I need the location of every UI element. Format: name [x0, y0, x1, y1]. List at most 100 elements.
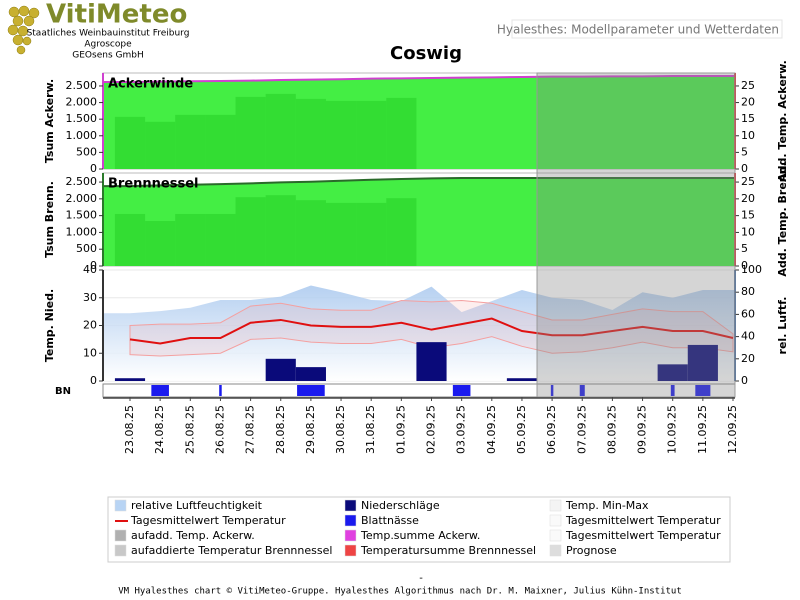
legend-swatch: [344, 514, 357, 527]
y2-axis-label: Add. Temp. Ackerw.: [776, 60, 789, 182]
bar: [325, 100, 357, 169]
bar: [145, 121, 176, 169]
leaf-wetness: [695, 385, 711, 396]
legend-label: aufadd. Temp. Ackerw.: [131, 529, 255, 542]
legend-swatch: [549, 499, 562, 512]
y2-tick-label: 25: [741, 175, 755, 188]
legend-swatch: [114, 529, 127, 542]
y2-tick-label: 10: [741, 225, 755, 238]
y2-tick-label: 0: [741, 162, 748, 175]
x-tick-label: 26.08.25: [213, 405, 226, 454]
bar: [235, 96, 266, 169]
bar: [416, 342, 447, 381]
legend-swatch: [114, 499, 127, 512]
bar: [295, 98, 326, 169]
legend-swatch: [344, 544, 357, 557]
bar: [205, 114, 236, 169]
bar: [356, 202, 387, 266]
panel-title: Ackerwinde: [108, 77, 193, 92]
y-tick-label: 30: [83, 291, 97, 304]
legend-label: aufaddierte Temperatur Brennnessel: [131, 544, 332, 557]
y-axis-label: Tsum Brenn.: [43, 181, 56, 258]
y-tick-label: 1.000: [66, 225, 98, 238]
y-tick-label: 2.000: [66, 96, 98, 109]
bar: [386, 97, 417, 169]
legend-label: Tagesmittelwert Temperatur: [565, 514, 721, 527]
chart-title: Coswig: [390, 43, 462, 64]
legend-label: Tagesmittelwert Temperatur: [565, 529, 721, 542]
x-tick-label: 02.09.25: [425, 405, 438, 454]
legend-swatch: [549, 544, 562, 557]
area-line: [103, 74, 735, 83]
legend-label: Temp. Min-Max: [565, 499, 649, 512]
bar: [657, 364, 688, 381]
prognosis-shade: [536, 72, 736, 398]
bar: [114, 378, 146, 381]
leaf-wetness: [670, 385, 675, 396]
legend-swatch: [344, 529, 357, 542]
x-tick-label: 30.08.25: [334, 405, 347, 454]
y2-tick-label: 0: [741, 259, 748, 272]
bar: [114, 213, 146, 266]
leaf-wetness: [151, 385, 169, 396]
line: [129, 317, 734, 345]
x-tick-label: 29.08.25: [304, 405, 317, 454]
footer: VM Hyalesthes chart © VitiMeteo-Gruppe. …: [118, 587, 682, 597]
bar: [265, 358, 296, 381]
footer-dash: -: [419, 573, 423, 584]
org: Staatliches Weinbauinstitut Freiburg: [27, 29, 190, 39]
legend-swatch: [344, 499, 357, 512]
page-title: Hyalesthes: Modellparameter und Wetterda…: [497, 23, 779, 37]
x-tick-label: 25.08.25: [183, 405, 196, 454]
panel-title: Brennnessel: [108, 177, 198, 192]
x-tick-label: 11.09.25: [696, 405, 709, 454]
y2-tick-label: 25: [741, 79, 755, 92]
y-tick-label: 1.500: [66, 112, 98, 125]
x-tick-label: 05.09.25: [515, 405, 528, 454]
y-tick-label: 2.500: [66, 79, 98, 92]
logo: VitiMeteo: [46, 0, 187, 30]
legend-label: Tagesmittelwert Temperatur: [130, 514, 286, 527]
y-tick-label: 500: [76, 145, 97, 158]
bar: [265, 195, 296, 266]
y2-tick-label: 40: [741, 330, 755, 343]
x-tick-label: 07.09.25: [575, 405, 588, 454]
y2-tick-label: 5: [741, 242, 748, 255]
bar: [687, 344, 718, 381]
bar: [235, 197, 266, 266]
y2-tick-label: 15: [741, 112, 755, 125]
y-tick-label: 20: [83, 319, 97, 332]
x-tick-label: 12.09.25: [726, 405, 739, 454]
y2-tick-label: 20: [741, 96, 755, 109]
legend-label: relative Luftfeuchtigkeit: [131, 499, 263, 512]
x-tick-label: 10.09.25: [666, 405, 679, 454]
y2-tick-label: 100: [741, 263, 762, 276]
x-tick-label: 08.09.25: [605, 405, 618, 454]
bar: [295, 367, 326, 381]
x-tick-label: 01.09.25: [394, 405, 407, 454]
bar: [295, 200, 326, 266]
legend-label: Temp.summe Ackerw.: [360, 529, 480, 542]
logo-grapes: [7, 5, 40, 55]
y2-tick-label: 60: [741, 307, 755, 320]
page-title-box: [511, 19, 783, 39]
y-axis-label: Tsum Ackerw.: [43, 79, 56, 163]
y2-tick-label: 80: [741, 285, 755, 298]
y2-tick-label: 20: [741, 192, 755, 205]
x-tick-label: 06.09.25: [545, 405, 558, 454]
legend-label: Blattnässe: [361, 514, 419, 527]
bar: [265, 93, 296, 169]
leaf-wetness: [297, 385, 325, 396]
y2-tick-label: 10: [741, 129, 755, 142]
legend-swatch: [549, 514, 562, 527]
y-tick-label: 0: [90, 162, 97, 175]
legend-label: Temperatursumme Brennnessel: [360, 544, 536, 557]
bar: [325, 202, 357, 266]
y2-axis-label: rel. Luftf.: [776, 297, 789, 355]
bar: [175, 114, 206, 169]
y-tick-label: 1.500: [66, 209, 98, 222]
y2-axis-label: Add. Temp. Brenn.: [776, 162, 789, 276]
y-tick-label: 2.000: [66, 192, 98, 205]
bar: [175, 213, 206, 266]
